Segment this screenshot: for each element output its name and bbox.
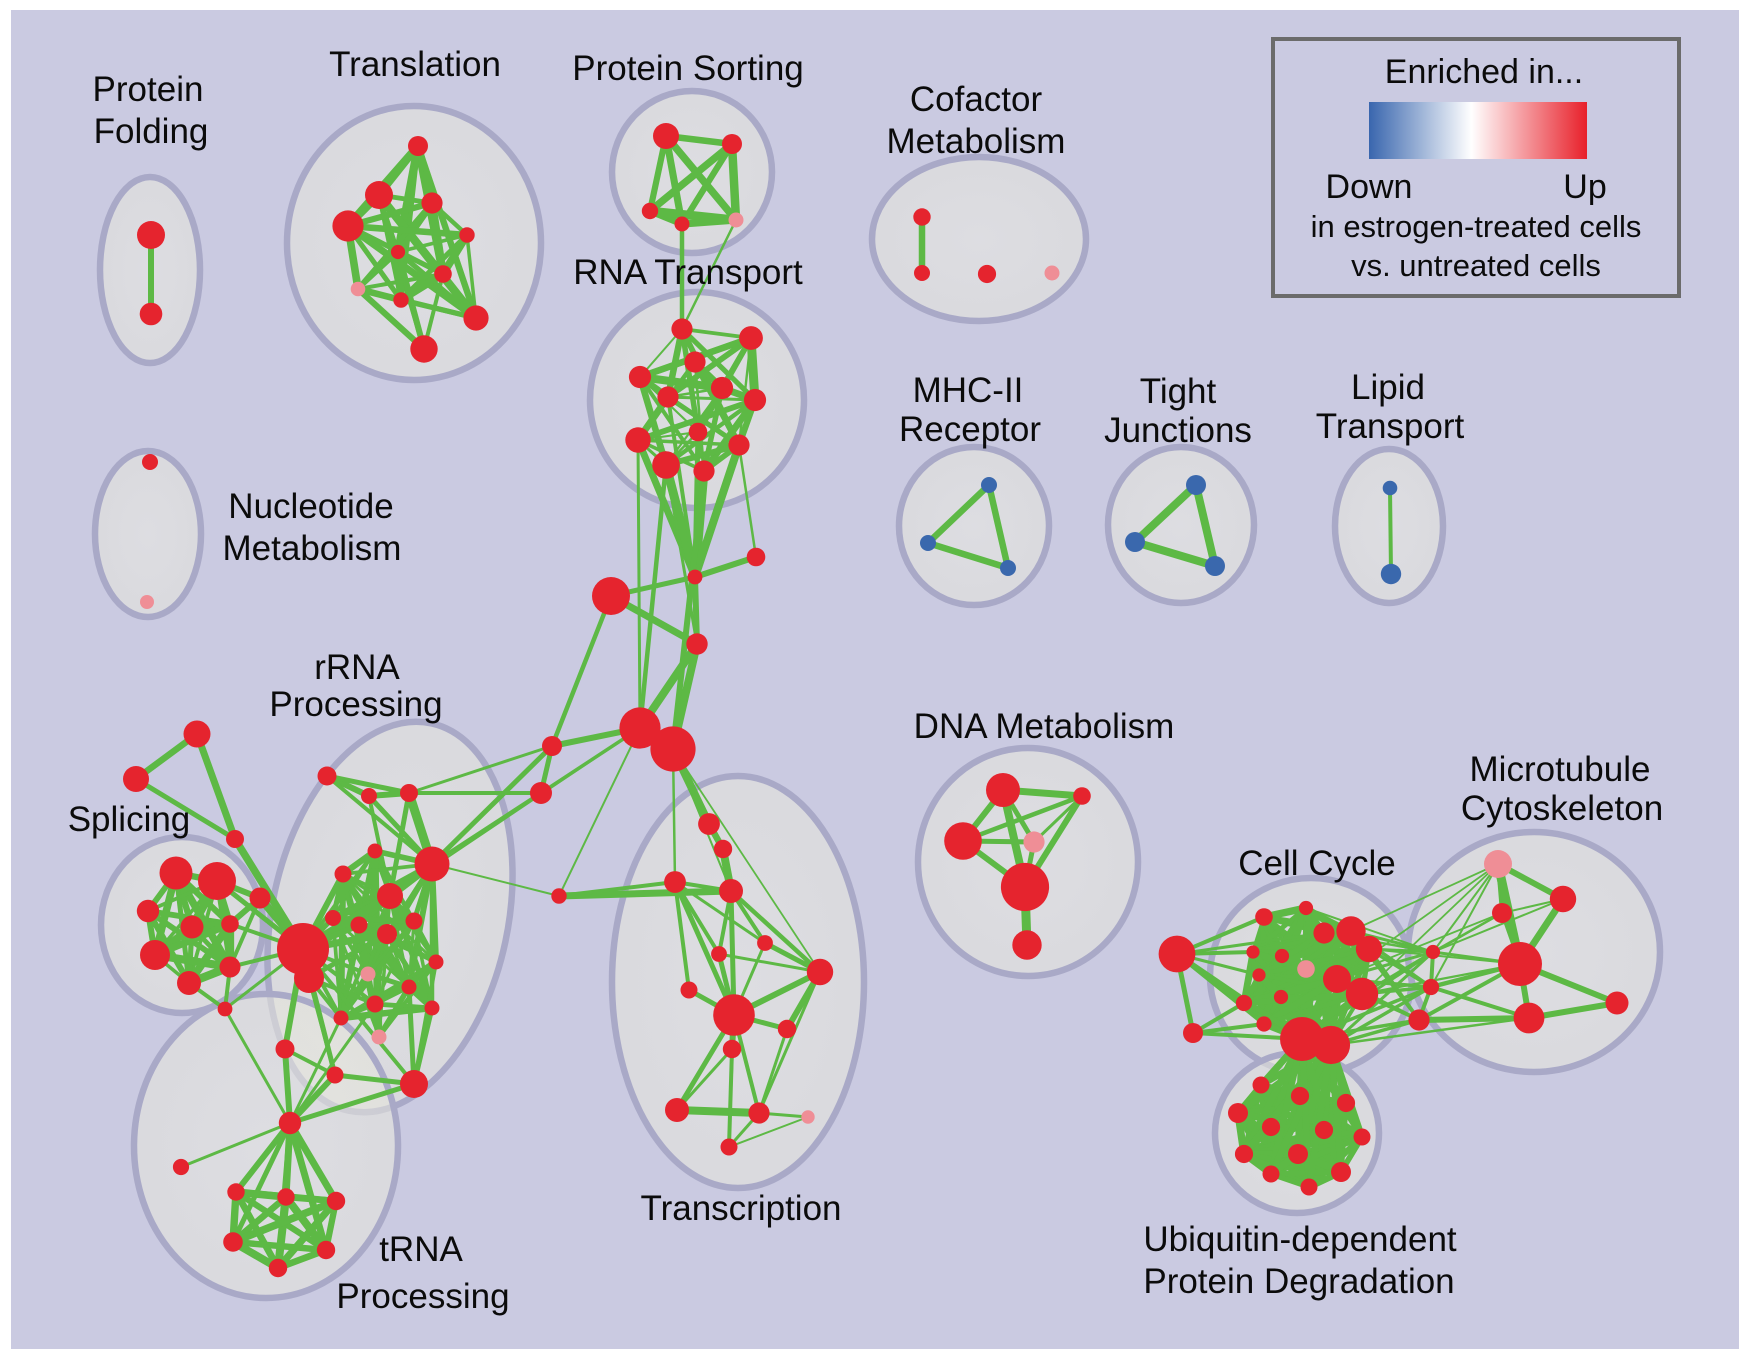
svg-text:Junctions: Junctions xyxy=(1104,411,1252,450)
svg-text:Metabolism: Metabolism xyxy=(223,529,402,568)
svg-text:rRNA: rRNA xyxy=(314,648,400,687)
svg-text:DNA Metabolism: DNA Metabolism xyxy=(914,707,1175,746)
svg-text:Metabolism: Metabolism xyxy=(887,122,1066,161)
svg-text:Protein Sorting: Protein Sorting xyxy=(572,49,804,88)
svg-text:RNA Transport: RNA Transport xyxy=(573,253,803,292)
svg-text:Protein Degradation: Protein Degradation xyxy=(1143,1262,1454,1301)
svg-text:Receptor: Receptor xyxy=(899,410,1041,449)
svg-text:Transport: Transport xyxy=(1316,407,1465,446)
svg-text:tRNA: tRNA xyxy=(379,1230,463,1269)
svg-text:Processing: Processing xyxy=(269,685,442,724)
svg-text:vs. untreated cells: vs. untreated cells xyxy=(1351,248,1601,283)
svg-text:Processing: Processing xyxy=(336,1277,509,1316)
svg-text:Folding: Folding xyxy=(94,112,209,151)
svg-text:Up: Up xyxy=(1563,168,1606,206)
svg-text:Splicing: Splicing xyxy=(68,800,191,839)
svg-text:Microtubule: Microtubule xyxy=(1470,750,1651,789)
svg-text:MHC-II: MHC-II xyxy=(913,371,1024,410)
svg-text:in estrogen-treated cells: in estrogen-treated cells xyxy=(1311,209,1642,244)
svg-text:Ubiquitin-dependent: Ubiquitin-dependent xyxy=(1143,1220,1457,1259)
svg-text:Tight: Tight xyxy=(1140,372,1217,411)
svg-text:Protein: Protein xyxy=(93,70,204,109)
svg-text:Cofactor: Cofactor xyxy=(910,80,1043,119)
svg-text:Lipid: Lipid xyxy=(1351,368,1425,407)
svg-text:Enriched in...: Enriched in... xyxy=(1385,53,1583,91)
svg-text:Cytoskeleton: Cytoskeleton xyxy=(1461,789,1663,828)
svg-text:Transcription: Transcription xyxy=(641,1189,842,1228)
svg-text:Nucleotide: Nucleotide xyxy=(228,487,393,526)
svg-text:Down: Down xyxy=(1326,168,1413,206)
svg-text:Cell Cycle: Cell Cycle xyxy=(1238,844,1396,883)
svg-text:Translation: Translation xyxy=(329,45,501,84)
